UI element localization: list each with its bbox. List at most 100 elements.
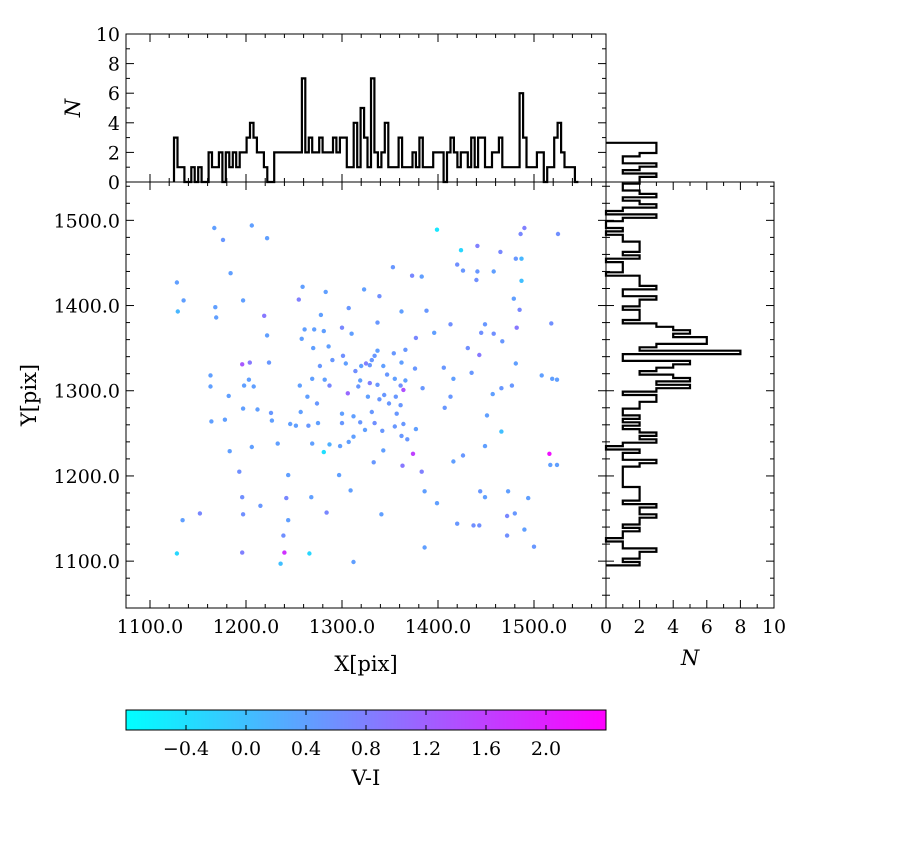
scatter-point: [369, 409, 374, 415]
scatter-point: [299, 336, 304, 341]
top-y-tick-label: 0: [108, 172, 120, 194]
scatter-point: [391, 351, 396, 356]
scatter-point: [424, 308, 429, 313]
scatter-point: [434, 227, 440, 232]
colorbar-tick-label: 2.0: [531, 738, 561, 760]
scatter-point: [384, 372, 390, 377]
right-histogram: 0 2 4 6 8 10 N: [600, 141, 786, 670]
scatter-point: [412, 366, 418, 371]
scatter-point: [213, 305, 218, 310]
scatter-point: [505, 489, 511, 494]
scatter-point: [314, 401, 320, 406]
scatter-point: [306, 423, 311, 428]
scatter-point: [358, 378, 363, 383]
scatter-point: [405, 437, 410, 442]
x-tick-label: 1300.0: [309, 616, 375, 638]
scatter-point: [518, 231, 523, 237]
scatter-point: [286, 518, 291, 523]
scatter-point: [377, 397, 382, 402]
scatter-point: [484, 413, 490, 418]
scatter-point: [469, 370, 474, 375]
scatter-point: [212, 225, 217, 231]
scatter-point: [455, 521, 460, 526]
x-tick-label: 1500.0: [501, 616, 567, 638]
scatter-point: [394, 411, 399, 416]
scatter-point: [403, 378, 408, 383]
scatter-point: [482, 495, 488, 500]
right-histogram-ticks: 0 2 4 6 8 10: [600, 182, 786, 638]
scatter-point: [269, 418, 275, 423]
scatter-point: [353, 368, 358, 374]
right-histogram-bars: [604, 141, 742, 567]
scatter-point: [422, 545, 427, 550]
scatter-point: [310, 376, 315, 381]
scatter-point: [323, 289, 328, 295]
scatter-point: [519, 278, 524, 283]
scatter-point: [175, 309, 180, 314]
scatter-point: [268, 410, 274, 416]
scatter-point: [549, 321, 554, 326]
scatter-point: [300, 284, 305, 289]
scatter-point: [367, 363, 372, 368]
scatter-point: [351, 414, 356, 419]
scatter-point: [554, 462, 560, 468]
scatter-point: [226, 393, 231, 399]
scatter-point: [358, 420, 363, 425]
scatter-point: [539, 373, 544, 378]
scatter-point: [504, 533, 510, 538]
scatter-point: [197, 511, 203, 516]
scatter-point: [442, 405, 447, 410]
scatter-point: [278, 561, 283, 566]
scatter-point: [214, 315, 219, 320]
scatter-point: [379, 512, 384, 517]
scatter-point: [519, 256, 524, 261]
right-histogram-outline: [604, 141, 742, 567]
scatter-point: [504, 513, 510, 519]
scatter-point: [361, 287, 367, 292]
scatter-point: [382, 392, 387, 398]
scatter-point: [208, 373, 213, 378]
scatter-point: [302, 327, 307, 332]
scatter-point: [390, 265, 396, 270]
scatter-point: [327, 383, 332, 388]
right-x-tick-label: 4: [667, 616, 679, 638]
scatter-point: [475, 269, 480, 274]
scatter-point: [380, 428, 385, 433]
scatter-point: [249, 223, 254, 228]
scatter-point: [512, 511, 517, 516]
scatter-point: [281, 533, 286, 538]
scatter-point: [346, 439, 351, 445]
scatter-point: [500, 339, 505, 344]
scatter-point: [522, 225, 527, 231]
scatter-point: [240, 406, 246, 411]
y-axis-label: Y[pix]: [17, 364, 41, 427]
scatter-point: [337, 443, 343, 449]
scatter-point: [471, 523, 476, 528]
scatter-point: [305, 394, 310, 399]
colorbar-label: V-I: [351, 766, 381, 790]
top-y-tick-label: 8: [108, 54, 120, 76]
scatter-point: [293, 423, 299, 428]
scatter-point: [209, 419, 214, 424]
scatter-point: [511, 296, 516, 301]
scatter-point: [548, 462, 553, 468]
scatter-point: [372, 353, 377, 358]
top-histogram-ylabel: N: [61, 98, 85, 118]
scatter-point: [413, 335, 419, 341]
scatter-point: [377, 294, 382, 299]
scatter-point: [392, 376, 397, 381]
scatter-point: [348, 488, 353, 493]
scatter-point: [400, 463, 405, 468]
scatter-point: [240, 495, 245, 500]
scatter-ticks: 1100.0 1200.0 1300.0 1400.0 1500.0 1100.0 1200…: [54, 182, 606, 638]
scatter-point: [393, 394, 398, 399]
scatter-point: [451, 459, 456, 464]
scatter-point: [339, 420, 345, 426]
scatter-point: [482, 443, 488, 449]
scatter-point: [434, 501, 440, 506]
scatter-point: [362, 427, 368, 433]
x-axis-label: X[pix]: [334, 652, 397, 676]
scatter-point: [419, 469, 424, 474]
scatter-point: [509, 383, 515, 388]
colorbar-tick-label: 0.8: [351, 738, 381, 760]
